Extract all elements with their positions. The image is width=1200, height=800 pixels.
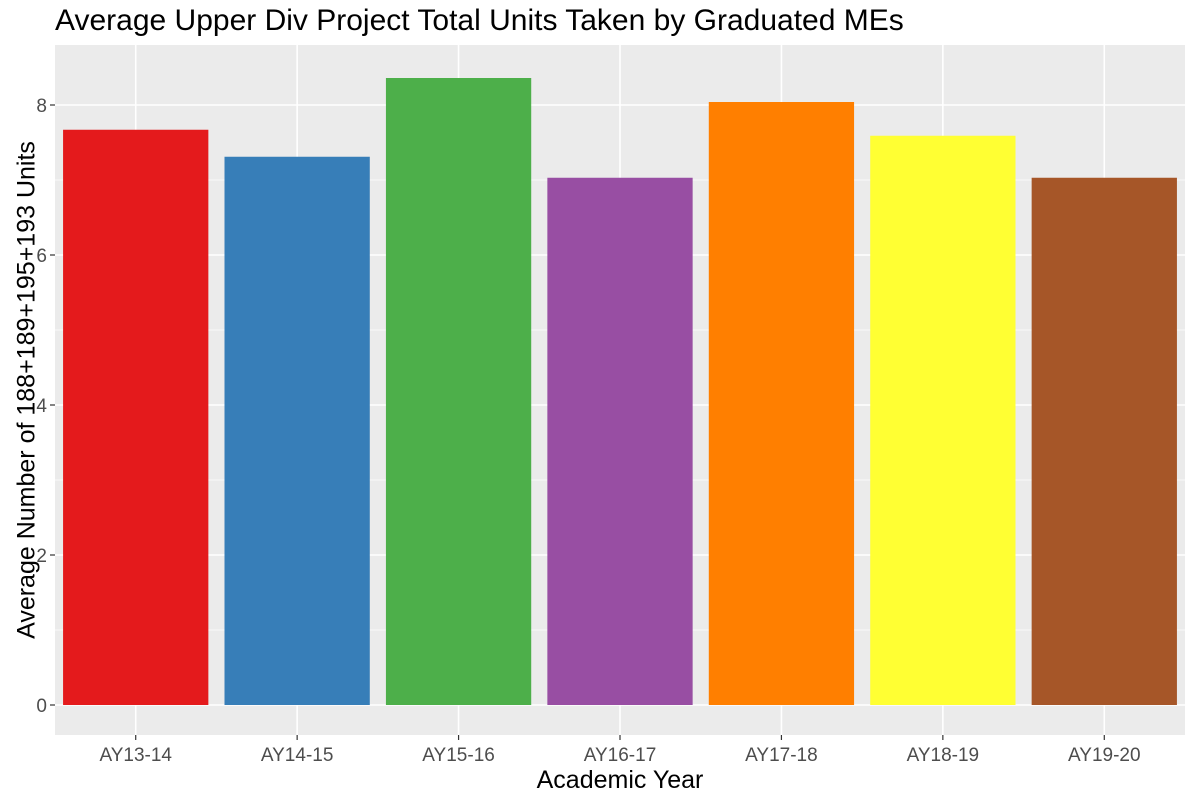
x-tick-label: AY19-20: [1068, 745, 1141, 766]
x-axis-ticks: AY13-14 AY14-15 AY15-16 AY16-17 AY17-18 AY18-…: [99, 735, 1141, 766]
bar-ay14-15: [224, 156, 370, 705]
y-tick-label: 6: [36, 246, 47, 267]
bar-ay17-18: [708, 102, 855, 705]
y-axis-ticks: 0 2 4 6 8: [36, 96, 55, 717]
bar-ay19-20: [1031, 177, 1177, 705]
x-tick-label: AY13-14: [99, 745, 172, 766]
bar-ay15-16: [385, 78, 532, 705]
x-tick-label: AY15-16: [422, 745, 495, 766]
bars: [63, 78, 1177, 705]
x-tick-label: AY14-15: [261, 745, 334, 766]
x-tick-label: AY17-18: [745, 745, 818, 766]
y-tick-label: 2: [36, 546, 47, 567]
bar-ay13-14: [63, 129, 209, 705]
bar-ay18-19: [870, 135, 1016, 705]
bar-ay16-17: [547, 177, 693, 705]
y-tick-label: 8: [36, 96, 47, 117]
x-tick-label: AY16-17: [584, 745, 657, 766]
chart-title: Average Upper Div Project Total Units Ta…: [55, 4, 904, 37]
y-axis-title: Average Number of 188+189+195+193 Units: [13, 141, 41, 639]
y-tick-label: 4: [36, 396, 47, 417]
x-axis-title: Academic Year: [537, 766, 704, 794]
x-tick-label: AY18-19: [907, 745, 980, 766]
y-tick-label: 0: [36, 696, 47, 717]
